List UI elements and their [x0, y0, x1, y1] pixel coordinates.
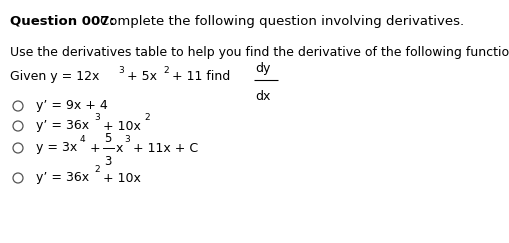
Text: y’ = 36x: y’ = 36x: [36, 172, 89, 184]
Text: x: x: [116, 141, 123, 155]
Text: dy: dy: [254, 62, 270, 75]
Text: Question 007:: Question 007:: [10, 15, 115, 28]
Text: 3: 3: [94, 113, 100, 122]
Text: 2: 2: [94, 165, 99, 174]
Text: 3: 3: [104, 155, 111, 168]
Text: 5: 5: [104, 132, 111, 145]
Text: 2: 2: [144, 113, 149, 122]
Text: + 10x: + 10x: [99, 120, 140, 132]
Text: 2: 2: [163, 66, 168, 75]
Text: + 11 find: + 11 find: [167, 70, 230, 83]
Text: y’ = 9x + 4: y’ = 9x + 4: [36, 99, 107, 113]
Text: + 11x + C: + 11x + C: [129, 141, 197, 155]
Text: y’ = 36x: y’ = 36x: [36, 120, 89, 132]
Text: 3: 3: [118, 66, 124, 75]
Text: Given y = 12x: Given y = 12x: [10, 70, 99, 83]
Text: 3: 3: [124, 135, 129, 144]
Text: Use the derivatives table to help you find the derivative of the following funct: Use the derivatives table to help you fi…: [10, 46, 509, 59]
Text: Complete the following question involving derivatives.: Complete the following question involvin…: [100, 15, 463, 28]
Text: y = 3x: y = 3x: [36, 141, 77, 155]
Text: + 5x: + 5x: [123, 70, 157, 83]
Text: +: +: [86, 141, 104, 155]
Text: dx: dx: [254, 90, 270, 103]
Text: + 10x: + 10x: [99, 172, 140, 184]
Text: 4: 4: [80, 135, 86, 144]
